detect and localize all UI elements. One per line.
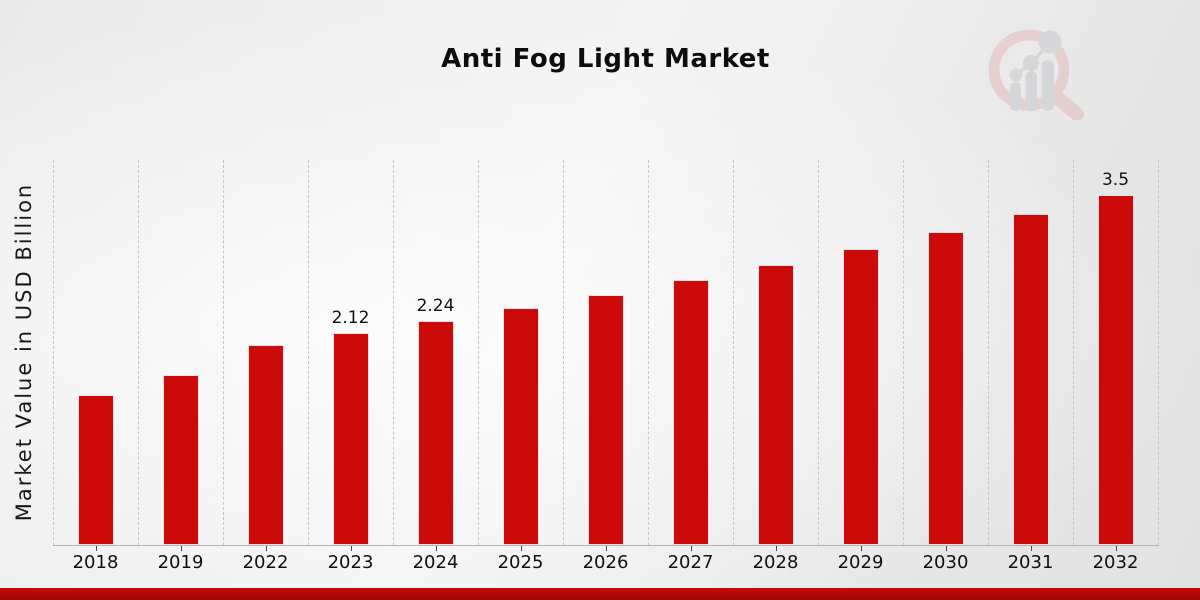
- trend-dot-icon: [1023, 55, 1039, 71]
- gridline: [138, 160, 139, 545]
- bar-2023: [332, 333, 369, 545]
- x-axis-tick: [350, 545, 352, 551]
- bar-2032: [1097, 195, 1134, 545]
- gridline: [308, 160, 309, 545]
- x-axis-line: [53, 545, 1159, 546]
- x-axis-tick: [605, 545, 607, 551]
- gridline: [563, 160, 564, 545]
- footer-stripe: [0, 588, 1200, 600]
- bar-2029: [842, 249, 879, 545]
- x-axis-label-2029: 2029: [837, 552, 884, 573]
- gridline: [478, 160, 479, 545]
- x-axis-label-2025: 2025: [497, 552, 544, 573]
- gridline: [1158, 160, 1159, 545]
- y-axis-label: Market Value in USD Billion: [12, 182, 36, 522]
- magnifier-handle-icon: [1048, 89, 1084, 120]
- x-axis-label-2032: 2032: [1092, 552, 1139, 573]
- x-axis-label-2022: 2022: [242, 552, 289, 573]
- bar-2019: [162, 375, 199, 545]
- x-axis-label-2031: 2031: [1007, 552, 1054, 573]
- bar-value-label: 2.24: [416, 296, 455, 316]
- x-axis-tick: [435, 545, 437, 551]
- gridline: [53, 160, 54, 545]
- x-axis-tick: [180, 545, 182, 551]
- bar-value-label: 3.5: [1101, 170, 1130, 190]
- x-axis-label-2027: 2027: [667, 552, 714, 573]
- x-axis-label-2028: 2028: [752, 552, 799, 573]
- x-axis-tick: [265, 545, 267, 551]
- x-axis-tick: [945, 545, 947, 551]
- gridline: [393, 160, 394, 545]
- x-axis-tick: [1115, 545, 1117, 551]
- x-axis-label-2024: 2024: [412, 552, 459, 573]
- x-axis-label-2030: 2030: [922, 552, 969, 573]
- x-axis-label-2026: 2026: [582, 552, 629, 573]
- bar-2031: [1012, 214, 1049, 545]
- gridline: [733, 160, 734, 545]
- brand-logo-watermark: [988, 29, 1084, 120]
- bar-value-label: 2.12: [331, 308, 370, 328]
- bar-2025: [502, 308, 539, 545]
- gridline: [1073, 160, 1074, 545]
- gridline: [223, 160, 224, 545]
- bar-2030: [927, 232, 964, 545]
- bar-2028: [757, 265, 794, 545]
- bar-2022: [247, 345, 284, 545]
- gridline: [903, 160, 904, 545]
- x-axis-tick: [520, 545, 522, 551]
- gridline: [818, 160, 819, 545]
- x-axis-tick: [775, 545, 777, 551]
- gridline: [988, 160, 989, 545]
- x-axis-label-2018: 2018: [72, 552, 119, 573]
- x-axis-label-2023: 2023: [327, 552, 374, 573]
- x-axis-tick: [95, 545, 97, 551]
- plot-area: 2018 2019 2022 2.12 2023 2.24 2024 2025 2026 2027…: [53, 160, 1159, 573]
- bar-2024: [417, 321, 454, 545]
- bar-2027: [672, 280, 709, 545]
- logo-bar-icon: [1010, 82, 1021, 111]
- logo-bar-icon: [1041, 60, 1054, 111]
- chart-title: Anti Fog Light Market: [441, 44, 770, 74]
- x-axis-tick: [1030, 545, 1032, 551]
- x-axis-tick: [860, 545, 862, 551]
- x-axis-tick: [690, 545, 692, 551]
- trend-dot-icon: [1038, 30, 1062, 54]
- bar-2018: [77, 395, 114, 545]
- x-axis-label-2019: 2019: [157, 552, 204, 573]
- bar-2026: [587, 295, 624, 545]
- trend-dot-icon: [1009, 68, 1023, 82]
- logo-bar-icon: [1025, 71, 1037, 111]
- gridline: [648, 160, 649, 545]
